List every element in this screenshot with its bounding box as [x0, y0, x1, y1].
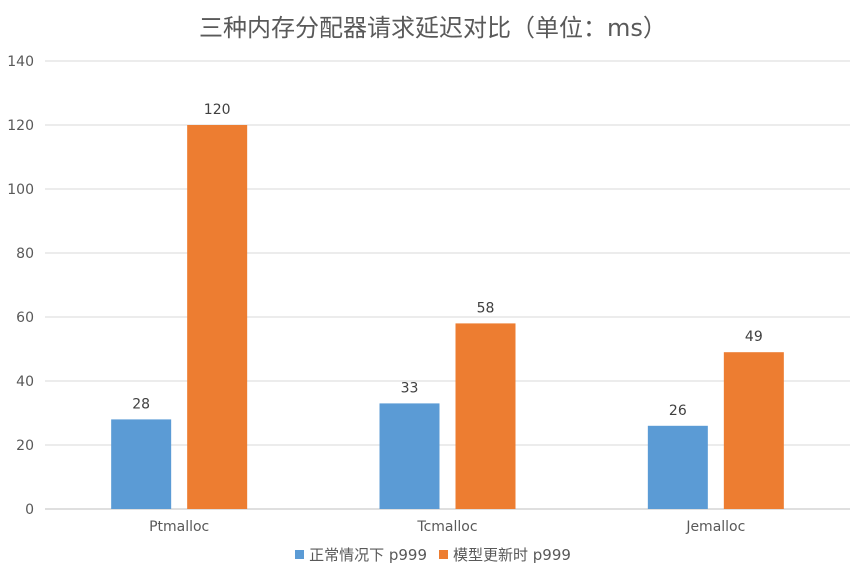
legend-item: 模型更新时 p999 — [439, 544, 571, 565]
data-label: 49 — [745, 329, 763, 345]
bar — [379, 403, 440, 509]
data-label: 120 — [204, 102, 231, 118]
legend-label: 正常情况下 p999 — [309, 546, 427, 564]
bar — [111, 419, 172, 509]
legend: 正常情况下 p999 模型更新时 p999 — [0, 544, 866, 565]
bar — [455, 323, 516, 509]
data-label: 58 — [477, 300, 495, 316]
x-tick-label: Ptmalloc — [149, 519, 209, 535]
y-tick-label: 100 — [7, 182, 34, 198]
y-tick-label: 80 — [16, 246, 34, 262]
y-tick-label: 0 — [25, 502, 34, 518]
legend-swatch — [439, 550, 448, 559]
data-labels: 28 120 33 58 26 49 — [132, 102, 762, 419]
y-tick-label: 120 — [7, 118, 34, 134]
legend-label: 模型更新时 p999 — [453, 546, 571, 564]
bar — [647, 425, 708, 509]
y-tick-label: 60 — [16, 310, 34, 326]
x-tick-label: Tcmalloc — [416, 519, 477, 535]
gridlines — [45, 60, 850, 510]
legend-swatch — [295, 550, 305, 559]
y-tick-label: 20 — [16, 438, 34, 454]
chart-title: 三种内存分配器请求延迟对比（单位：ms） — [199, 14, 667, 42]
data-label: 28 — [132, 396, 150, 412]
x-axis-ticks: Ptmalloc Tcmalloc Jemalloc — [149, 519, 745, 535]
y-axis-ticks: 0 20 40 60 80 100 120 140 — [7, 54, 34, 518]
bars — [111, 125, 784, 509]
bar — [187, 125, 248, 509]
bar — [723, 352, 784, 509]
data-label: 33 — [401, 380, 419, 396]
y-tick-label: 140 — [7, 54, 34, 70]
y-tick-label: 40 — [16, 374, 34, 390]
legend-item: 正常情况下 p999 — [295, 544, 427, 565]
x-tick-label: Jemalloc — [685, 519, 745, 535]
data-label: 26 — [669, 403, 687, 419]
